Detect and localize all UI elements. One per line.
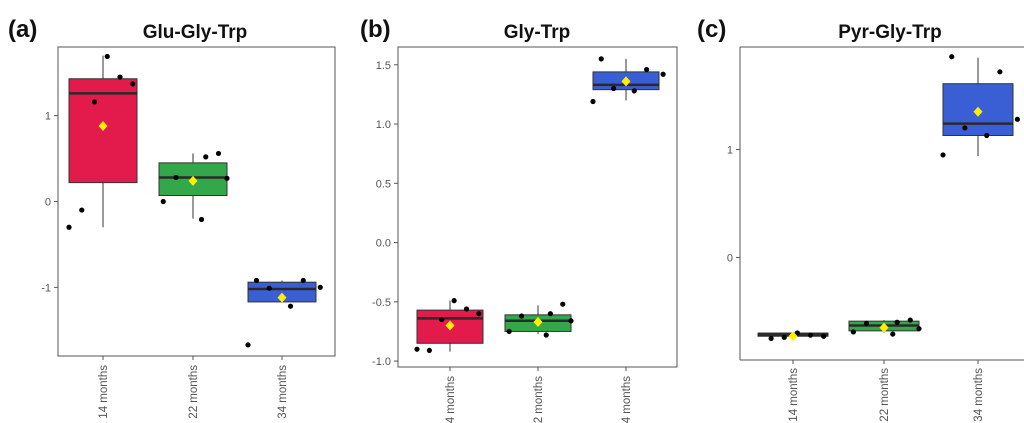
data-point xyxy=(439,316,445,323)
x-tick-label: 14 months xyxy=(788,368,800,422)
data-point xyxy=(518,313,525,319)
data-point xyxy=(287,303,294,309)
data-point xyxy=(768,335,774,342)
data-point xyxy=(660,71,666,77)
data-point xyxy=(598,56,604,62)
data-point xyxy=(300,277,306,284)
plot-marks: 1 0 14 months 22 months 34 months xyxy=(727,54,1020,422)
data-point xyxy=(794,330,800,336)
mean-marker xyxy=(533,316,543,327)
data-point xyxy=(807,332,814,338)
data-point xyxy=(850,329,856,335)
panel-b: (b) Gly-Trp 1.5 1.0 0.5 0.0 -0.5 -1.0 14 month… xyxy=(360,16,678,423)
plot-marks: 1.5 1.0 0.5 0.0 -0.5 -1.0 14 months 22 months 34… xyxy=(372,56,666,423)
data-point xyxy=(66,224,72,230)
data-point xyxy=(644,66,650,73)
data-point xyxy=(266,285,272,291)
data-point xyxy=(984,132,990,139)
data-point xyxy=(173,174,179,181)
mean-marker xyxy=(879,322,889,333)
mean-marker xyxy=(98,120,108,131)
y-tick-label: 0.0 xyxy=(376,238,391,250)
y-tick-label: 0.5 xyxy=(376,178,391,190)
x-tick-label: 22 months xyxy=(533,376,545,423)
panel-c: (c) Pyr-Gly-Trp 1 0 14 months 22 months 34 m… xyxy=(697,16,1024,422)
data-point xyxy=(426,347,432,354)
data-point xyxy=(590,98,596,105)
y-tick-label: 1 xyxy=(45,111,51,123)
data-point xyxy=(463,306,470,312)
data-point xyxy=(245,342,251,348)
y-tick-label: 1 xyxy=(727,145,733,157)
data-point xyxy=(253,277,260,284)
data-point xyxy=(317,284,323,290)
chart-title: Gly-Trp xyxy=(504,22,571,43)
data-point xyxy=(781,334,787,340)
mean-marker xyxy=(445,320,455,331)
mean-marker xyxy=(277,292,287,303)
data-point xyxy=(160,198,166,205)
mean-marker xyxy=(788,331,798,342)
data-point xyxy=(568,318,574,324)
data-point xyxy=(962,125,968,131)
data-point xyxy=(79,207,85,213)
y-tick-label: 0 xyxy=(727,252,733,264)
data-point xyxy=(560,301,566,307)
chart-title: Glu-Gly-Trp xyxy=(143,22,248,43)
x-tick-label: 22 months xyxy=(188,365,200,419)
data-point xyxy=(547,311,553,317)
data-point xyxy=(863,320,870,326)
panel-a: (a) Glu-Gly-Trp 1 0 -1 14 months 22 months 34… xyxy=(8,16,336,419)
data-point xyxy=(821,333,827,339)
data-point xyxy=(916,326,922,332)
data-point xyxy=(203,154,209,160)
data-point xyxy=(631,88,637,94)
x-tick-label: 22 months xyxy=(879,368,891,422)
data-point xyxy=(894,319,900,325)
mean-marker xyxy=(188,175,198,186)
data-point xyxy=(890,331,896,337)
data-point xyxy=(414,346,420,352)
data-point xyxy=(543,332,549,338)
y-tick-label: 1.0 xyxy=(376,119,391,131)
data-point xyxy=(104,53,110,60)
data-point xyxy=(476,311,482,317)
chart-title: Pyr-Gly-Trp xyxy=(838,22,941,43)
x-tick-label: 34 months xyxy=(277,365,289,419)
data-point xyxy=(940,152,946,158)
x-tick-label: 14 months xyxy=(98,365,110,419)
y-tick-label: -0.5 xyxy=(372,297,391,309)
panel-label: (c) xyxy=(697,16,726,43)
data-point xyxy=(997,69,1003,75)
data-point xyxy=(117,74,123,80)
data-point xyxy=(611,85,617,92)
y-tick-label: -1.0 xyxy=(372,356,391,368)
y-tick-label: 0 xyxy=(45,197,51,209)
data-point xyxy=(215,150,222,157)
mean-marker xyxy=(973,106,983,117)
x-tick-label: 14 months xyxy=(445,376,457,423)
data-point xyxy=(506,328,512,335)
data-point xyxy=(130,81,136,87)
panel-label: (b) xyxy=(360,16,391,43)
data-point xyxy=(198,216,205,223)
data-point xyxy=(1014,116,1020,122)
x-tick-label: 34 months xyxy=(621,376,633,423)
data-point xyxy=(949,54,955,60)
data-point xyxy=(91,99,98,105)
mean-marker xyxy=(621,76,631,87)
y-tick-label: 1.5 xyxy=(376,60,391,72)
x-tick-label: 34 months xyxy=(973,368,985,422)
plot-marks: 1 0 -1 14 months 22 months 34 months xyxy=(41,53,323,419)
data-point xyxy=(451,298,457,304)
y-tick-label: -1 xyxy=(41,282,51,294)
panel-label: (a) xyxy=(8,16,37,43)
data-point xyxy=(224,175,230,181)
data-point xyxy=(907,317,913,323)
